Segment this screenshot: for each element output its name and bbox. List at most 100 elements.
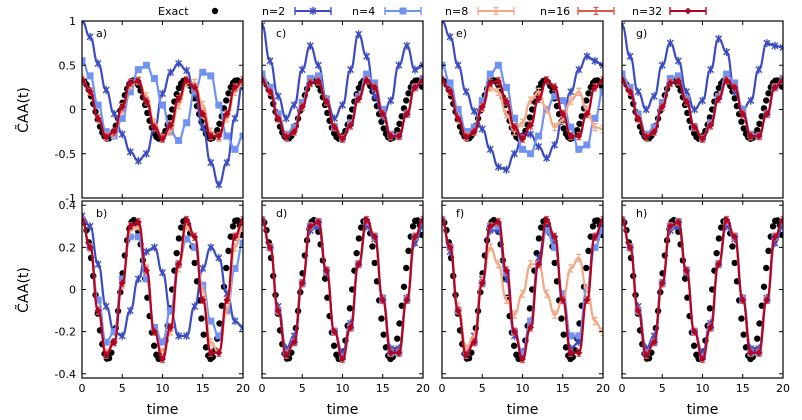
series-point-n32 [167, 121, 175, 129]
y-tick-label: 0.5 [59, 59, 77, 72]
exact-point [681, 275, 689, 282]
x-axis-title: time [507, 402, 539, 418]
series-point-n4 [739, 106, 747, 113]
series-point-n32 [274, 307, 282, 315]
series-point-n32 [559, 296, 567, 304]
exact-point [418, 83, 423, 90]
exact-point [738, 315, 745, 322]
series-point-n32 [231, 83, 239, 91]
exact-point [765, 247, 772, 255]
series-point-n4 [470, 123, 478, 131]
series-point-n32 [519, 135, 526, 143]
series-point-n8 [487, 243, 493, 252]
series-point-n32 [387, 349, 395, 357]
series-point-n2 [462, 87, 470, 96]
series-point-n4 [519, 145, 526, 153]
legend-label: Exact [158, 5, 189, 18]
series-point-n4 [126, 233, 134, 241]
series-point-n32 [274, 114, 282, 122]
series-point-n32 [183, 216, 191, 224]
series-point-n2 [142, 247, 150, 256]
series-point-n4 [102, 338, 110, 346]
x-tick-label: 20 [236, 382, 250, 395]
series-point-n2 [446, 32, 454, 41]
legend-marker [211, 7, 219, 15]
series-point-n32 [575, 349, 583, 357]
exact-point [574, 126, 581, 134]
series-point-n8 [503, 109, 509, 119]
series-point-n2 [94, 260, 102, 269]
series-point-n4 [666, 75, 674, 83]
series-point-n32 [290, 338, 298, 346]
series-point-n32 [126, 222, 134, 230]
y-tick-label: 1 [69, 15, 76, 28]
panel-label: e) [456, 27, 467, 40]
series-point-n32 [763, 296, 771, 304]
series-point-n32 [142, 267, 150, 275]
x-tick-label: 5 [659, 382, 666, 395]
series-point-n2 [583, 52, 591, 61]
y-tick-label: -0.5 [55, 148, 76, 161]
legend-label: n=4 [352, 5, 375, 18]
series-point-n32 [591, 233, 599, 241]
series-point-n2 [266, 56, 274, 65]
series-point-n32 [419, 216, 423, 224]
series-point-n16 [240, 76, 243, 85]
legend-marker [309, 7, 317, 15]
series-point-n4 [159, 338, 166, 346]
series-point-n32 [191, 233, 199, 241]
exact-point [191, 259, 198, 267]
series-point-n4 [199, 68, 207, 76]
series-point-n32 [94, 114, 102, 122]
series-point-n16 [82, 76, 85, 85]
series-point-n2 [551, 140, 559, 149]
series-point-n2 [419, 61, 423, 70]
legend: Exact n=2 n=4 n=8 n=16 n=32 [158, 5, 707, 18]
series-point-n8 [503, 295, 509, 305]
series-point-n32 [642, 133, 650, 141]
series-point-n4 [535, 132, 543, 140]
series-point-n2 [215, 253, 223, 262]
series-point-n2 [159, 89, 166, 98]
series-point-n32 [462, 133, 470, 141]
series-point-n4 [207, 317, 215, 325]
series-point-n4 [363, 70, 371, 78]
series-point-n32 [583, 110, 591, 118]
series-point-n32 [298, 103, 306, 111]
series-point-n4 [575, 332, 583, 340]
legend-label: n=16 [540, 5, 570, 18]
series-point-n16 [622, 76, 625, 85]
series-point-n4 [419, 75, 423, 83]
series-point-n4 [191, 88, 199, 96]
series-point-n2 [199, 123, 207, 132]
series-point-n32 [167, 323, 175, 331]
exact-point [756, 120, 763, 127]
panel-label: f) [456, 207, 464, 220]
series-point-n32 [110, 128, 118, 136]
series-point-n32 [739, 296, 747, 304]
series-point-n32 [779, 76, 783, 84]
legend-marker [399, 7, 407, 15]
series-point-n8 [520, 118, 525, 127]
series-point-n32 [626, 88, 634, 96]
exact-point [740, 331, 747, 338]
exact-point [765, 90, 772, 97]
series-point-n4 [231, 145, 239, 153]
series-point-n2 [215, 180, 223, 189]
panel-frame [441, 20, 604, 199]
series-point-n2 [339, 101, 346, 110]
series-point-n32 [779, 216, 783, 224]
series-point-n2 [478, 124, 486, 133]
series-point-n32 [674, 77, 682, 85]
series-point-n2 [771, 41, 779, 50]
series-point-n32 [690, 123, 698, 131]
series-point-n32 [446, 88, 454, 96]
series-point-n4 [150, 75, 158, 83]
series-point-n32 [755, 132, 763, 140]
exact-point [778, 83, 783, 90]
series-point-n4 [567, 123, 575, 131]
series-point-n32 [478, 103, 486, 111]
series-point-n4 [199, 281, 207, 289]
series-point-n4 [626, 83, 634, 91]
series-point-n4 [650, 123, 658, 131]
